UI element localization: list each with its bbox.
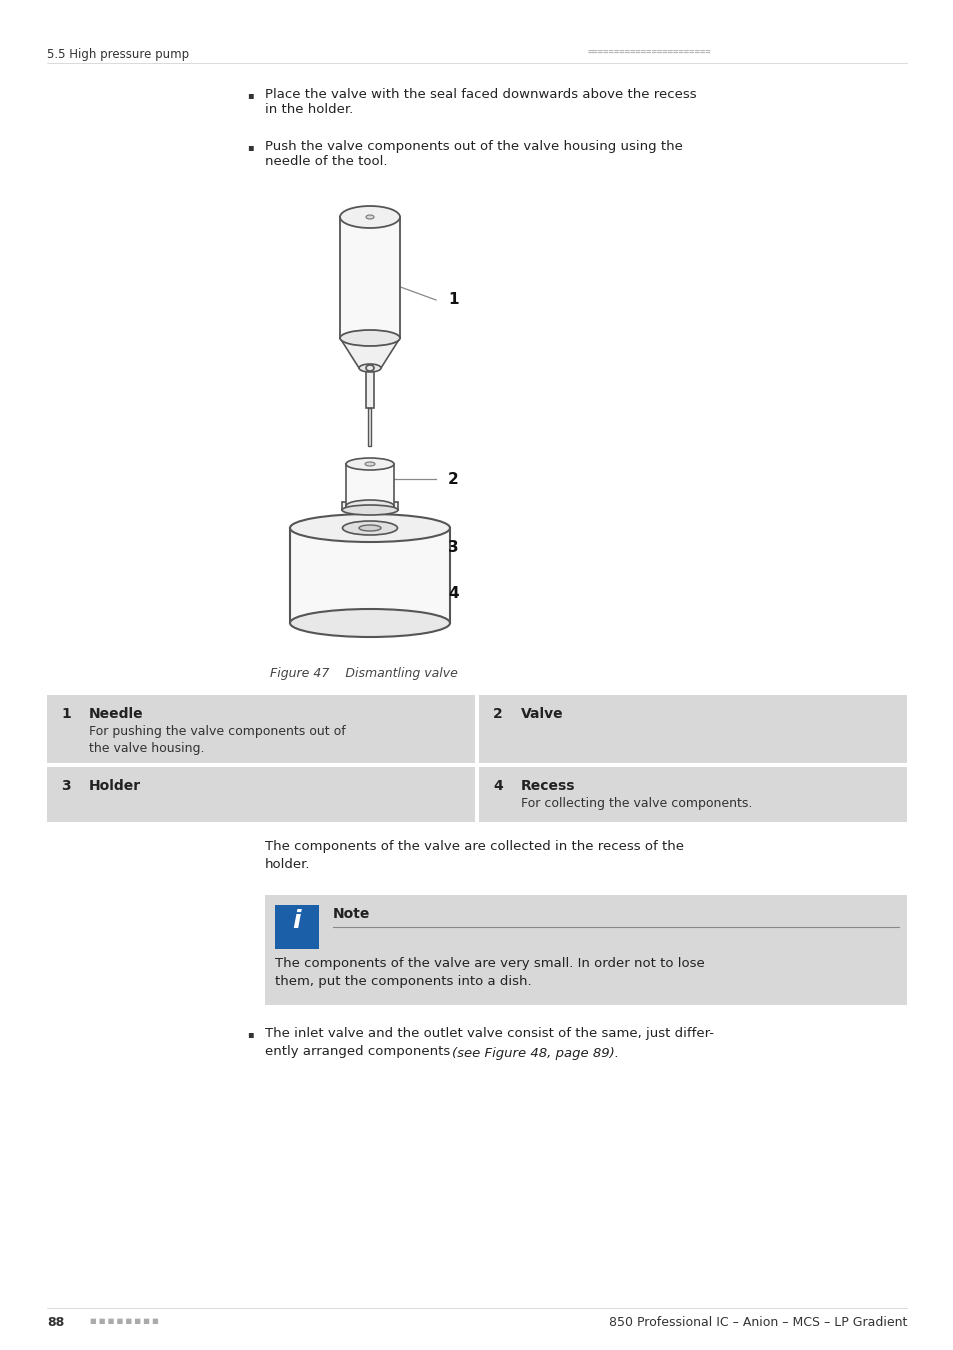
Ellipse shape	[342, 521, 397, 535]
Text: 850 Professional IC – Anion – MCS – LP Gradient: 850 Professional IC – Anion – MCS – LP G…	[608, 1316, 906, 1328]
Text: (see Figure 48, page 89).: (see Figure 48, page 89).	[265, 1048, 618, 1060]
Ellipse shape	[290, 514, 450, 541]
Text: ▪: ▪	[247, 1029, 253, 1040]
Text: Note: Note	[333, 907, 370, 921]
Text: Recess: Recess	[520, 779, 575, 792]
Polygon shape	[339, 338, 399, 369]
Bar	[290, 528, 450, 622]
Text: Valve: Valve	[520, 707, 563, 721]
Bar	[339, 217, 399, 338]
Text: i: i	[293, 909, 301, 933]
Text: 2: 2	[493, 707, 502, 721]
Text: ▪: ▪	[247, 90, 253, 100]
Bar	[478, 767, 906, 822]
Text: Holder: Holder	[89, 779, 141, 792]
Text: The inlet valve and the outlet valve consist of the same, just differ-
ently arr: The inlet valve and the outlet valve con…	[265, 1027, 713, 1058]
Text: 2: 2	[448, 471, 458, 486]
Bar	[478, 695, 906, 763]
Text: Push the valve components out of the valve housing using the
needle of the tool.: Push the valve components out of the val…	[265, 140, 682, 167]
Text: For collecting the valve components.: For collecting the valve components.	[520, 796, 752, 810]
Ellipse shape	[366, 215, 374, 219]
Ellipse shape	[339, 207, 399, 228]
Text: ▪: ▪	[247, 142, 253, 153]
Text: 3: 3	[61, 779, 71, 792]
Text: Needle: Needle	[89, 707, 144, 721]
Ellipse shape	[346, 458, 394, 470]
Text: Figure 47    Dismantling valve: Figure 47 Dismantling valve	[270, 667, 457, 680]
Ellipse shape	[366, 364, 374, 371]
Ellipse shape	[358, 525, 380, 531]
Ellipse shape	[346, 500, 394, 512]
Text: 88: 88	[47, 1316, 64, 1328]
Text: Place the valve with the seal faced downwards above the recess
in the holder.: Place the valve with the seal faced down…	[265, 88, 696, 116]
Text: =======================: =======================	[587, 49, 711, 57]
Text: 1: 1	[61, 707, 71, 721]
Ellipse shape	[339, 329, 399, 346]
Bar	[366, 369, 374, 408]
Bar	[47, 767, 475, 822]
Bar	[274, 904, 318, 949]
Bar	[368, 408, 371, 446]
Ellipse shape	[290, 609, 450, 637]
Text: 4: 4	[448, 586, 458, 601]
Ellipse shape	[365, 462, 375, 466]
Text: 5.5 High pressure pump: 5.5 High pressure pump	[47, 49, 189, 61]
Text: 4: 4	[493, 779, 502, 792]
Text: ■ ■ ■ ■ ■ ■ ■ ■: ■ ■ ■ ■ ■ ■ ■ ■	[90, 1318, 158, 1324]
Bar	[265, 895, 906, 1004]
Ellipse shape	[341, 505, 397, 514]
Bar	[346, 464, 394, 506]
Bar	[341, 502, 397, 510]
Text: 3: 3	[448, 540, 458, 555]
Text: 1: 1	[448, 293, 458, 308]
Ellipse shape	[358, 364, 380, 373]
Bar	[47, 695, 475, 763]
Text: For pushing the valve components out of
the valve housing.: For pushing the valve components out of …	[89, 725, 345, 755]
Text: The components of the valve are collected in the recess of the
holder.: The components of the valve are collecte…	[265, 840, 683, 871]
Text: The components of the valve are very small. In order not to lose
them, put the c: The components of the valve are very sma…	[274, 957, 704, 988]
